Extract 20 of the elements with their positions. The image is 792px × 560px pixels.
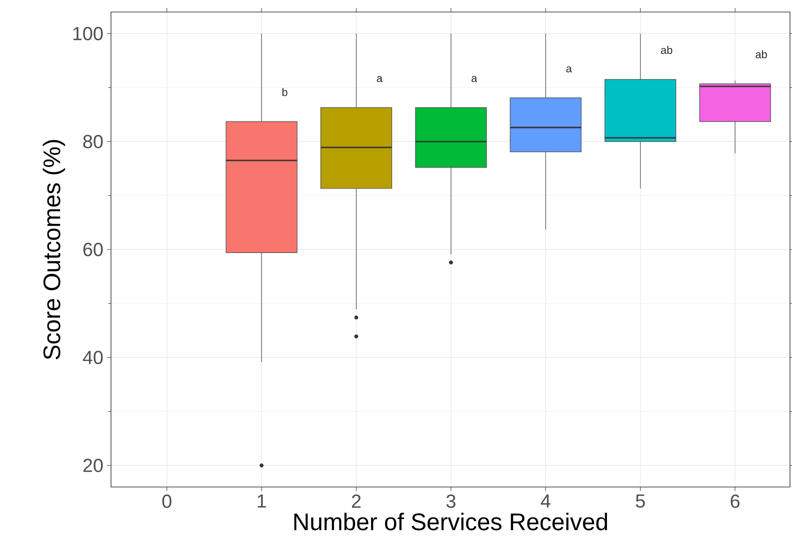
- x-tick-label: 0: [162, 494, 172, 508]
- annotation: b: [282, 88, 288, 96]
- x-tick-label: 2: [352, 494, 361, 508]
- y-tick-label: 100: [73, 26, 103, 40]
- x-tick-label: 3: [446, 494, 456, 508]
- annotation: ab: [756, 50, 767, 58]
- x-axis-title: Number of Services Received: [294, 512, 608, 530]
- annotation: a: [472, 76, 478, 82]
- y-tick-label: 40: [82, 350, 103, 364]
- annotation: a: [566, 66, 572, 72]
- y-tick-label: 80: [83, 134, 103, 148]
- annotation: a: [376, 76, 383, 82]
- x-tick-label: 1: [258, 494, 266, 508]
- y-axis-title: Score Outcomes (%): [42, 140, 66, 360]
- x-tick-label: 4: [540, 494, 550, 508]
- x-tick-label: 6: [730, 494, 740, 508]
- x-tick-label: 5: [636, 494, 645, 508]
- y-tick-label: 60: [83, 242, 103, 256]
- annotation: ab: [660, 46, 672, 54]
- y-tick-label: 20: [83, 458, 103, 472]
